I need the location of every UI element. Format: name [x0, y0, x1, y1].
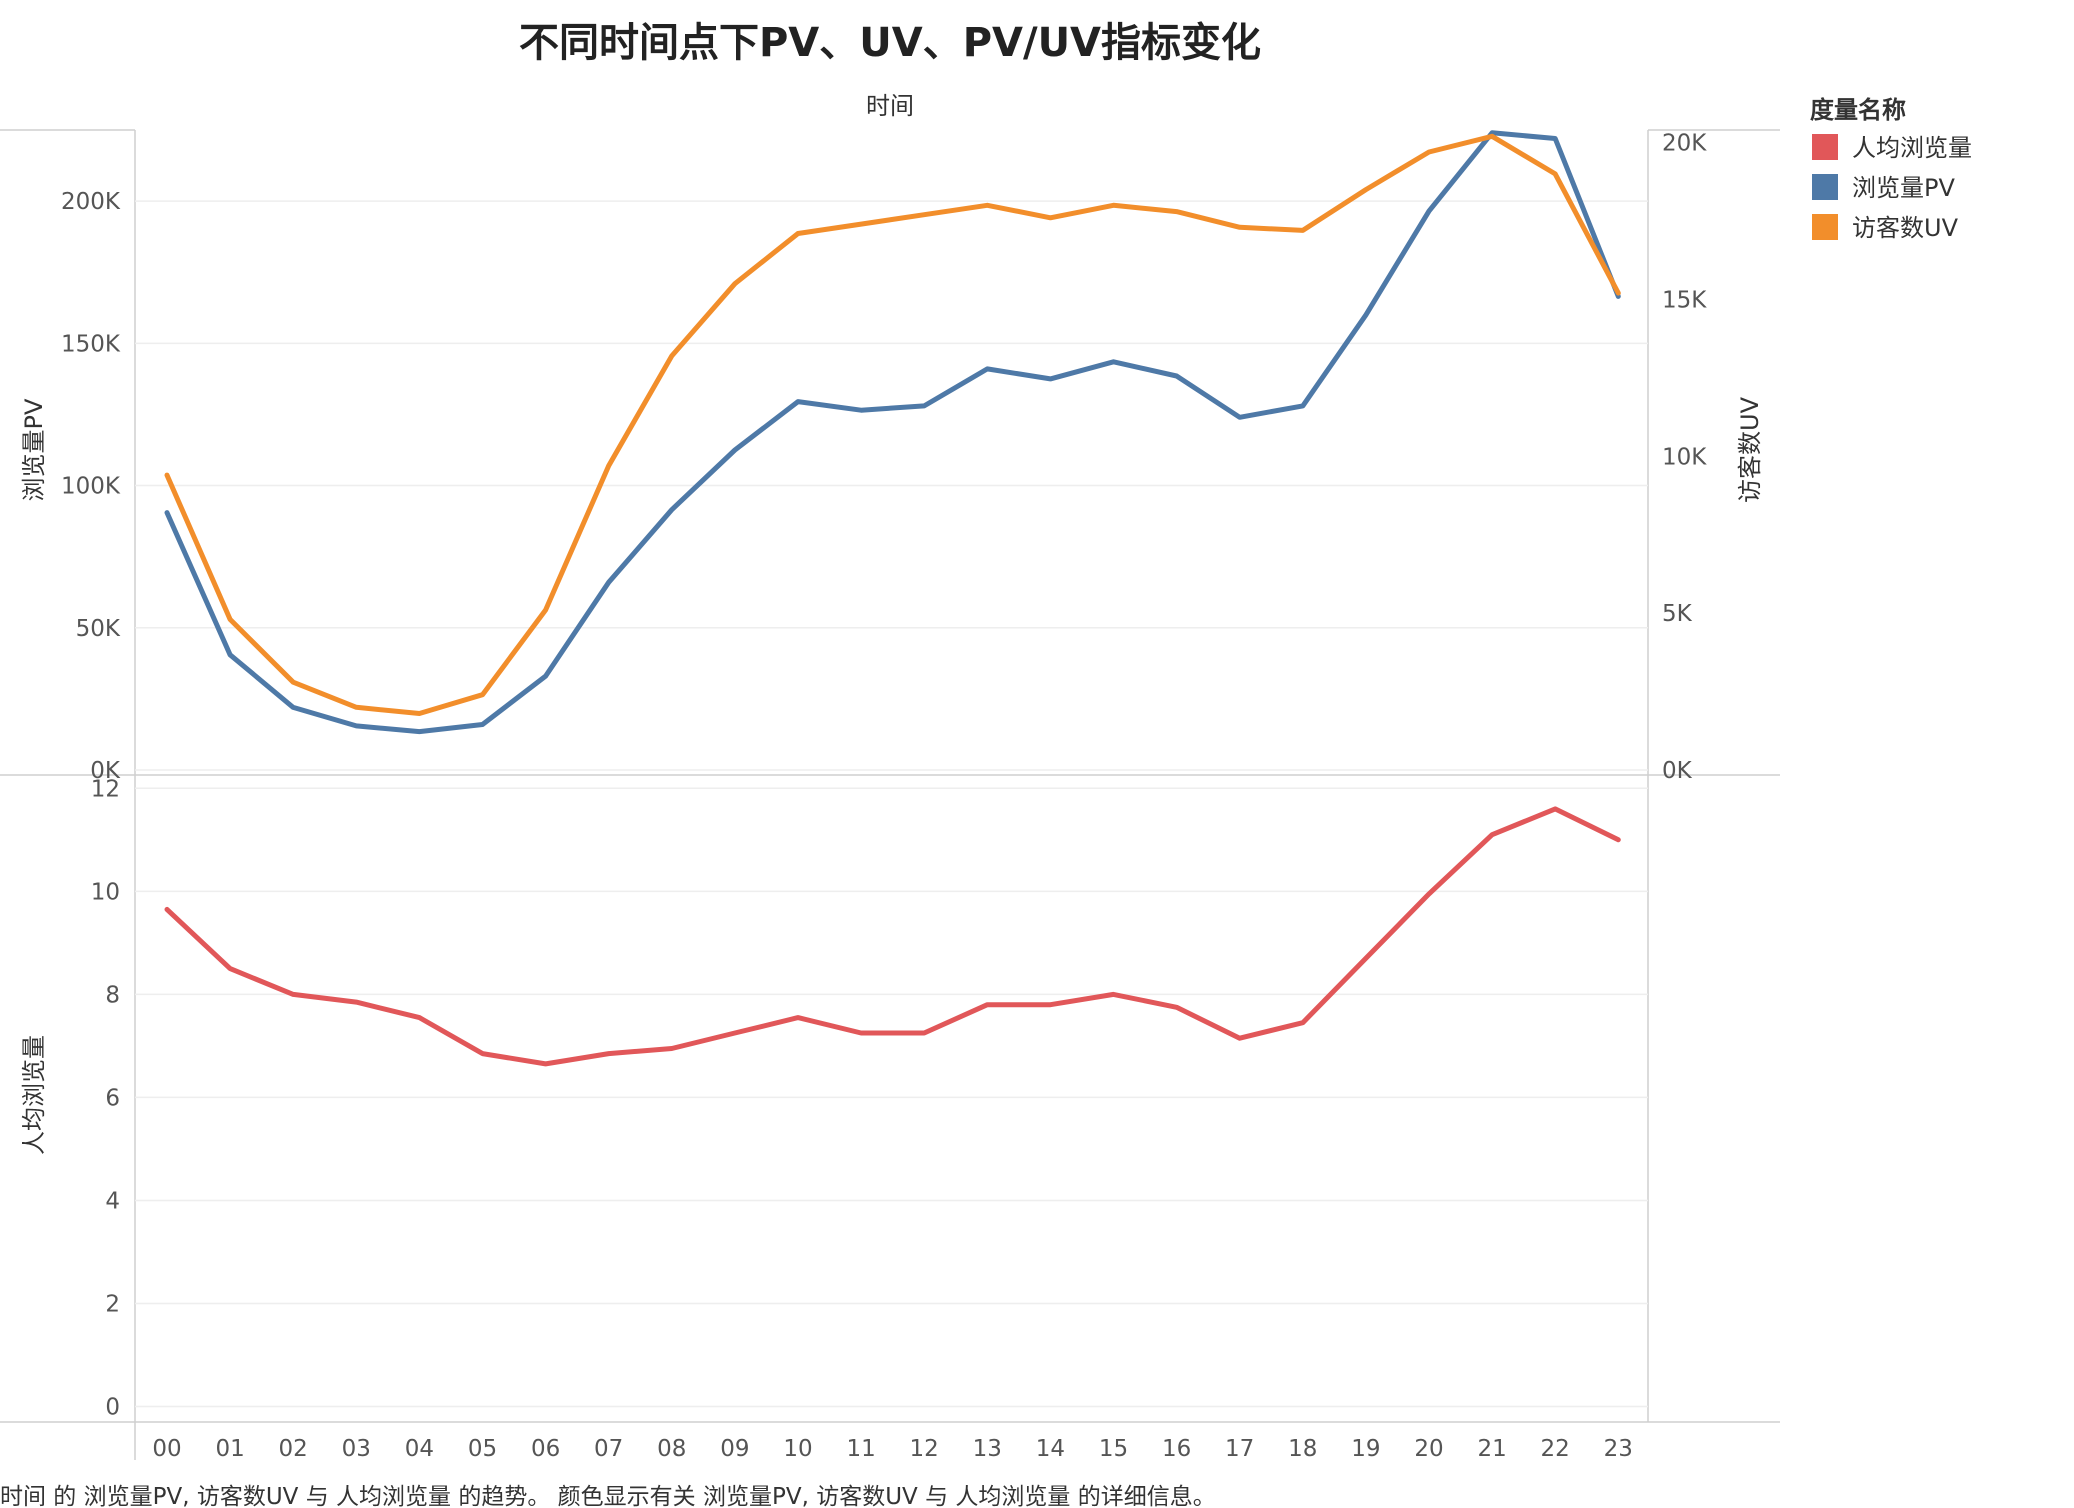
y-tick-label-pv: 0K [90, 758, 121, 784]
x-axis-title: 时间 [866, 92, 914, 120]
y-axis-title-avg: 人均浏览量 [20, 1035, 48, 1155]
x-tick-label: 02 [279, 1436, 308, 1462]
x-tick-label: 23 [1604, 1436, 1633, 1462]
y-tick-label-pv: 100K [61, 474, 121, 500]
x-tick-label: 06 [531, 1436, 560, 1462]
legend-swatch [1812, 174, 1838, 200]
y-axis-title-uv: 访客数UV [1736, 396, 1764, 503]
x-tick-label: 12 [910, 1436, 939, 1462]
x-tick-label: 10 [783, 1436, 812, 1462]
legend-label: 浏览量PV [1852, 174, 1955, 202]
y-tick-label-uv: 20K [1662, 131, 1707, 157]
x-tick-label: 14 [1036, 1436, 1065, 1462]
chart-title: 不同时间点下PV、UV、PV/UV指标变化 [519, 20, 1261, 66]
series-line-人均浏览量 [164, 806, 1621, 1067]
y-tick-label-uv: 5K [1662, 601, 1693, 627]
y-tick-label-avg: 0 [105, 1395, 120, 1421]
y-tick-label-pv: 200K [61, 189, 121, 215]
x-tick-label: 18 [1288, 1436, 1317, 1462]
x-tick-label: 19 [1351, 1436, 1380, 1462]
chart-caption: 时间 的 浏览量PV, 访客数UV 与 人均浏览量 的趋势。 颜色显示有关 浏览… [0, 1484, 1216, 1508]
x-tick-label: 15 [1099, 1436, 1128, 1462]
series-line-访客数UV [164, 133, 1621, 716]
legend-swatch [1812, 214, 1838, 240]
legend-label: 访客数UV [1852, 214, 1959, 242]
x-tick-label: 05 [468, 1436, 497, 1462]
y-tick-label-avg: 10 [91, 879, 120, 905]
x-tick-label: 01 [215, 1436, 244, 1462]
y-tick-label-avg: 8 [105, 982, 120, 1008]
y-tick-label-uv: 10K [1662, 444, 1707, 470]
legend-title: 度量名称 [1810, 96, 1906, 124]
y-tick-label-uv: 0K [1662, 758, 1693, 784]
x-tick-label: 11 [846, 1436, 875, 1462]
x-tick-label: 00 [152, 1436, 181, 1462]
y-tick-label-avg: 2 [105, 1292, 120, 1318]
legend-swatch [1812, 134, 1838, 160]
x-tick-label: 08 [657, 1436, 686, 1462]
x-tick-label: 09 [720, 1436, 749, 1462]
y-axis-title-pv: 浏览量PV [20, 398, 48, 501]
series-line-浏览量PV [164, 130, 1621, 735]
gridlines [135, 200, 1648, 1408]
x-tick-label: 03 [342, 1436, 371, 1462]
legend-label: 人均浏览量 [1852, 134, 1972, 162]
x-tick-label: 22 [1541, 1436, 1570, 1462]
tick-labels: 0K50K100K150K200K0K5K10K15K20K0246810120… [61, 131, 1707, 1462]
x-tick-label: 07 [594, 1436, 623, 1462]
y-tick-label-avg: 6 [105, 1085, 120, 1111]
x-tick-label: 04 [405, 1436, 434, 1462]
y-tick-label-pv: 50K [76, 616, 121, 642]
series-lines [164, 130, 1621, 1067]
x-tick-label: 20 [1414, 1436, 1443, 1462]
y-tick-label-avg: 4 [105, 1188, 120, 1214]
x-tick-label: 16 [1162, 1436, 1191, 1462]
chart-frame [0, 129, 1780, 1460]
y-tick-label-pv: 150K [61, 331, 121, 357]
y-tick-label-avg: 12 [91, 776, 120, 802]
x-tick-label: 13 [973, 1436, 1002, 1462]
x-tick-label: 17 [1225, 1436, 1254, 1462]
y-tick-label-uv: 15K [1662, 287, 1707, 313]
x-tick-label: 21 [1477, 1436, 1506, 1462]
